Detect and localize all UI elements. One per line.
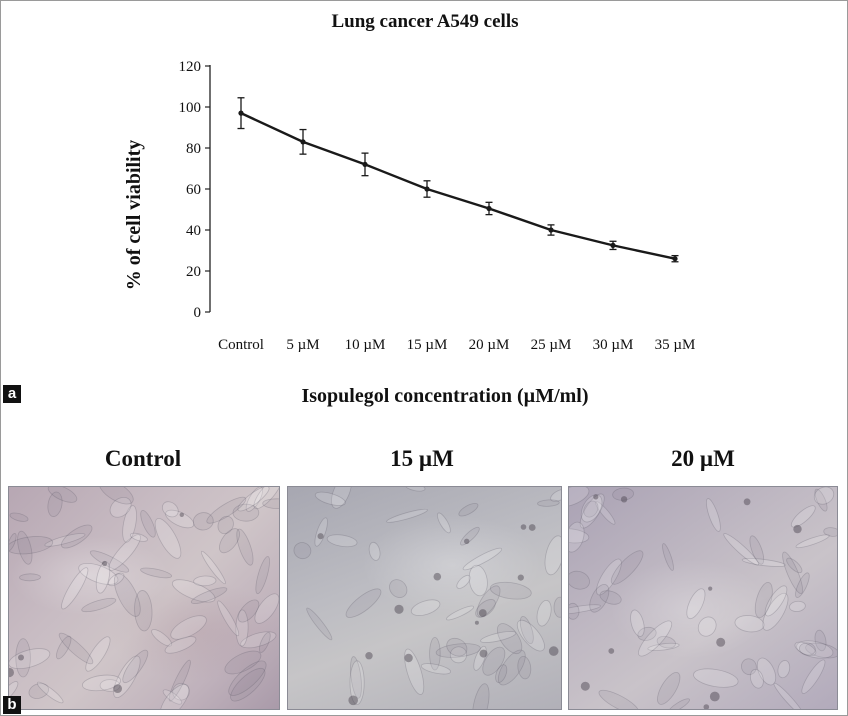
- x-tick-label: 10 µM: [345, 337, 386, 353]
- y-tick-label: 100: [179, 100, 202, 116]
- data-point: [672, 256, 678, 262]
- series-line: [240, 112, 676, 260]
- data-point: [548, 227, 554, 233]
- panel-b-tag: b: [3, 696, 21, 714]
- y-tick-label: 0: [194, 305, 202, 321]
- panel-a-tag: a: [3, 385, 21, 403]
- panel-a-chart: Lung cancer A549 cells % of cell viabili…: [123, 11, 695, 407]
- y-tick-label: 40: [186, 223, 201, 239]
- viability-line-chart: Lung cancer A549 cells % of cell viabili…: [123, 11, 695, 407]
- data-point: [424, 186, 430, 192]
- micrograph-20um: [568, 486, 838, 710]
- x-axis-label: Isopulegol concentration (µM/ml): [301, 385, 588, 407]
- x-tick-label: 35 µM: [655, 337, 696, 353]
- y-axis-ticks: 0 20 40 60 80 100 120: [179, 59, 210, 321]
- x-tick-label: 25 µM: [531, 337, 572, 353]
- series-layer: [237, 97, 679, 263]
- data-point: [300, 139, 306, 145]
- x-tick-label: 5 µM: [286, 337, 319, 353]
- chart-title: Lung cancer A549 cells: [331, 11, 518, 32]
- micrograph-title-15um: 15 µM: [390, 446, 454, 471]
- y-tick-label: 80: [186, 141, 201, 157]
- y-tick-label: 60: [186, 182, 201, 198]
- micrograph-title-control: Control: [104, 446, 182, 471]
- micrograph-cells: [569, 487, 837, 709]
- x-tick-label: 30 µM: [593, 337, 634, 353]
- micrograph-cells: [9, 487, 279, 709]
- x-tick-label: 15 µM: [407, 337, 448, 353]
- y-tick-label: 120: [179, 59, 202, 75]
- data-point: [362, 161, 368, 167]
- y-tick-label: 20: [186, 264, 201, 280]
- x-tick-label: Control: [218, 337, 264, 353]
- data-point: [238, 110, 244, 116]
- x-axis-ticks: Control 5 µM 10 µM 15 µM 20 µM 25 µM 30 µM 35 µ…: [218, 337, 695, 353]
- micrograph-cells: [293, 487, 561, 709]
- data-point: [610, 242, 616, 248]
- x-tick-label: 20 µM: [469, 337, 510, 353]
- data-point: [486, 205, 492, 212]
- micrograph-title-20um: 20 µM: [671, 446, 735, 471]
- y-axis-label: % of cell viability: [123, 140, 145, 291]
- micrograph-control: [8, 486, 280, 710]
- micrograph-15um: [287, 486, 562, 710]
